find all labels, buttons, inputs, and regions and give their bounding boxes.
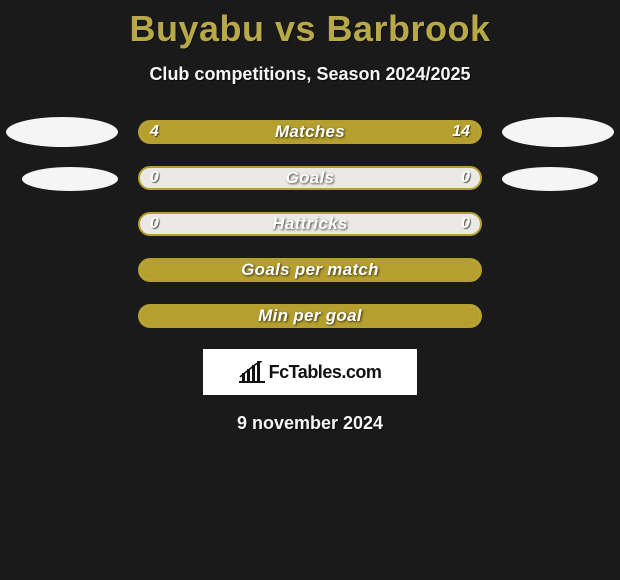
stat-row: 0 Hattricks 0 [0,205,620,251]
stat-value-right: 0 [451,214,480,234]
stat-bar-min-per-goal: Min per goal [138,304,482,328]
stat-row: Min per goal [0,297,620,343]
brand-logo[interactable]: FcTables.com [203,349,417,395]
stat-metric-label: Min per goal [140,306,480,326]
stat-row: 4 Matches 14 [0,113,620,159]
stat-metric-label: Goals [140,168,480,188]
date-label: 9 november 2024 [0,413,620,434]
stat-bar-matches: 4 Matches 14 [138,120,482,144]
brand-text: FcTables.com [269,362,382,383]
stat-row: Goals per match [0,251,620,297]
player-marker-left [22,167,118,191]
page-title: Buyabu vs Barbrook [0,0,620,50]
player-marker-left [6,117,118,147]
stat-value-right: 14 [442,122,480,142]
stat-metric-label: Matches [140,122,480,142]
stat-row: 0 Goals 0 [0,159,620,205]
stat-bar-goals-per-match: Goals per match [138,258,482,282]
subtitle: Club competitions, Season 2024/2025 [0,64,620,85]
stats-list: 4 Matches 14 0 Goals 0 0 Hattricks 0 [0,113,620,343]
stat-metric-label: Goals per match [140,260,480,280]
stat-bar-goals: 0 Goals 0 [138,166,482,190]
stat-bar-hattricks: 0 Hattricks 0 [138,212,482,236]
player-marker-right [502,117,614,147]
player-marker-right [502,167,598,191]
stat-metric-label: Hattricks [140,214,480,234]
brand-chart-icon [239,361,265,383]
stat-value-right: 0 [451,168,480,188]
